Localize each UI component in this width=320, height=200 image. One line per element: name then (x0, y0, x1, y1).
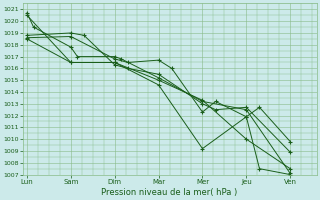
X-axis label: Pression niveau de la mer( hPa ): Pression niveau de la mer( hPa ) (101, 188, 238, 197)
